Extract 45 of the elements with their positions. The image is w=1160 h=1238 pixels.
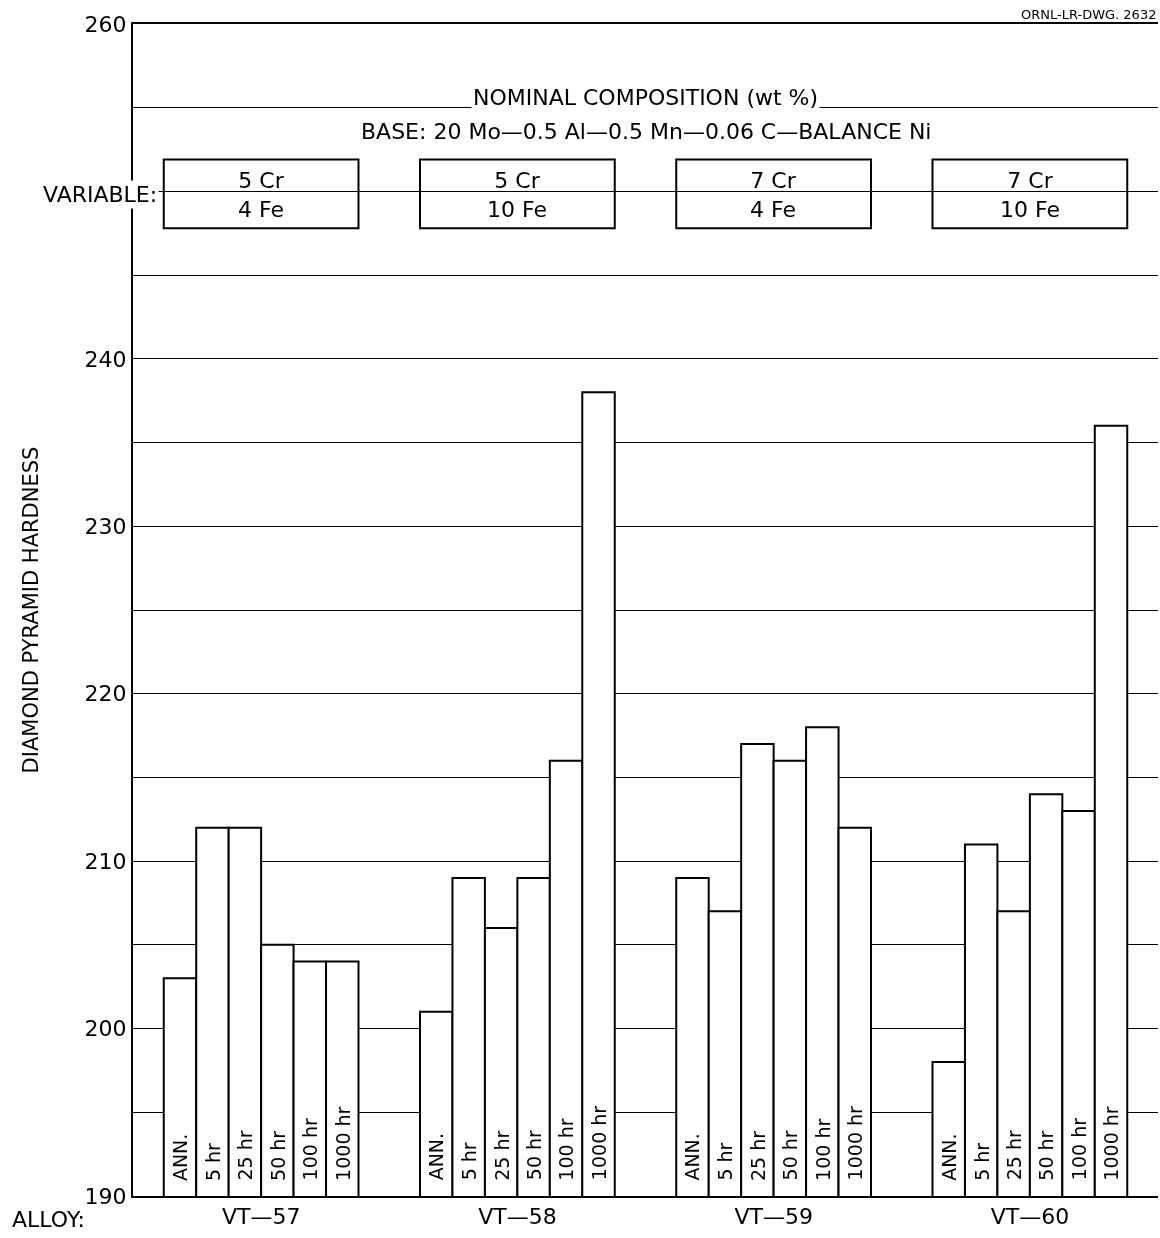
series-label: 5 hr [714,1142,737,1181]
text: 50 hr [266,1130,289,1181]
text: NOMINAL COMPOSITION (wt %) [473,85,819,110]
text: 25 hr [1003,1130,1026,1181]
annotation: 7 Cr 4 Fe [750,168,797,222]
text: 25 hr [490,1130,513,1181]
text: 5 hr [458,1142,481,1181]
annotation: VARIABLE: [43,182,158,207]
x-tick-label: VT—57 [221,1204,301,1230]
series-label: 25 hr [234,1130,257,1181]
x-tick-label: VT—60 [990,1204,1070,1230]
y-tick-label: 210 [84,848,127,874]
text: 50 hr [779,1130,802,1181]
text: BASE: 20 Mo—0.5 Al—0.5 Mn—0.06 C—BALANCE Ni [361,119,932,144]
annotation: 5 Cr 10 Fe [487,168,547,222]
text: 100 hr [299,1118,322,1181]
y-axis-title: DIAMOND PYRAMID HARDNESS [19,446,44,774]
text: 5 hr [201,1143,224,1182]
text: ANN. [937,1133,960,1181]
y-tick-label: 240 [84,346,127,372]
series-label: 1000 hr [1100,1106,1123,1181]
series-label: 100 hr [555,1118,578,1181]
text: 25 hr [746,1130,769,1182]
text: 100 hr [811,1118,834,1181]
text: 1000 hr [331,1106,354,1181]
text: 5 hr [970,1142,993,1181]
y-tick-label: 190 [84,1183,127,1209]
y-tick-label: 260 [84,11,127,37]
x-tick-label: VT—59 [734,1204,813,1230]
y-tick-label: 220 [84,681,127,707]
text: 1000 hr [587,1105,610,1181]
text: 1000 hr [844,1106,867,1181]
series-label: ANN. [168,1133,191,1182]
text: ANN. [425,1132,448,1181]
series-label: 50 hr [1035,1130,1058,1181]
text: ORNL-LR-DWG. 2632 [1021,7,1157,22]
x-tick-label: VT—58 [478,1204,557,1230]
y-tick-label: 230 [84,513,127,539]
x-axis-title: ALLOY: [12,1207,85,1232]
annotation: 5 Cr 4 Fe [238,168,285,222]
text: ANN. [681,1133,704,1181]
y-tick-label: 200 [84,1016,127,1042]
text: 50 hr [522,1130,545,1181]
text: 100 hr [1067,1118,1090,1181]
annotation: 7 Cr 10 Fe [1000,168,1060,222]
